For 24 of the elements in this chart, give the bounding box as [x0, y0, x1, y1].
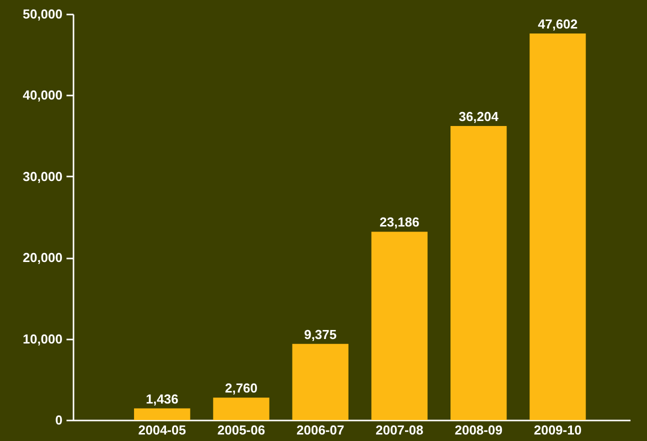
data-label: 2,760 [224, 380, 258, 396]
x-tick-label: 2009-10 [534, 422, 582, 438]
bar [371, 232, 428, 420]
bar [450, 126, 507, 420]
x-tick-label: 2008-09 [454, 422, 502, 438]
x-tick-label: 2004-05 [138, 422, 186, 438]
data-label: 9,375 [304, 326, 337, 342]
y-tick-label: 40,000 [22, 88, 62, 103]
y-tick-label: 20,000 [22, 250, 62, 266]
data-label: 36,204 [458, 109, 500, 124]
y-tick-label: 0 [55, 412, 62, 428]
y-tick-label: 10,000 [22, 331, 62, 346]
y-tick-label: 50,000 [22, 6, 62, 22]
bar [213, 398, 270, 420]
bar [292, 344, 348, 420]
data-label: 23,186 [380, 214, 420, 230]
x-tick-label: 2005-06 [217, 422, 266, 438]
data-label: 47,602 [538, 16, 578, 32]
y-tick-label: 30,000 [22, 168, 62, 184]
bar [530, 33, 586, 420]
x-tick-label: 2006-07 [296, 422, 344, 438]
data-label: 1,436 [146, 391, 178, 406]
x-tick-label: 2007-08 [376, 422, 424, 438]
bar [134, 408, 190, 420]
